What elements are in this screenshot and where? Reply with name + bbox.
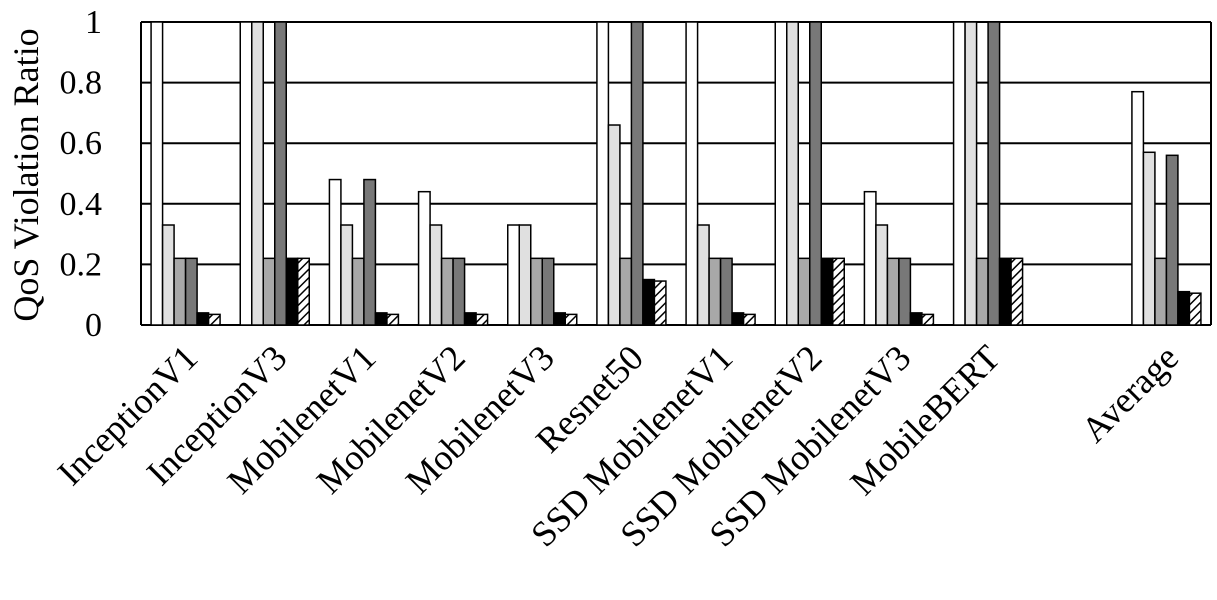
bar bbox=[553, 312, 566, 326]
category-labels: InceptionV1InceptionV3MobilenetV1Mobilen… bbox=[50, 337, 1186, 554]
bar bbox=[351, 257, 365, 326]
bar bbox=[429, 224, 443, 326]
y-tick-label: 0.6 bbox=[60, 125, 103, 162]
gridlines bbox=[141, 21, 1211, 326]
bar bbox=[417, 190, 431, 326]
bar bbox=[809, 21, 822, 326]
bar bbox=[820, 257, 834, 326]
bar bbox=[863, 190, 877, 326]
bar bbox=[719, 257, 733, 326]
bar bbox=[297, 257, 310, 326]
y-axis-label: QoS Violation Ratio bbox=[6, 28, 46, 321]
bar bbox=[886, 257, 900, 326]
bar bbox=[274, 21, 287, 326]
bar bbox=[619, 257, 633, 326]
bar bbox=[239, 21, 253, 326]
bar bbox=[952, 21, 966, 326]
bar bbox=[998, 257, 1012, 326]
bar bbox=[207, 313, 221, 326]
bar bbox=[1188, 292, 1202, 326]
bar bbox=[1177, 290, 1191, 326]
bar bbox=[196, 312, 210, 326]
bar bbox=[1165, 154, 1179, 326]
bar bbox=[607, 124, 621, 326]
bar bbox=[374, 312, 388, 326]
bar bbox=[685, 21, 699, 326]
bar bbox=[340, 224, 354, 326]
bar bbox=[251, 21, 264, 326]
bar bbox=[161, 224, 175, 326]
bar bbox=[150, 21, 164, 326]
bar bbox=[1010, 257, 1024, 326]
bar bbox=[832, 257, 845, 326]
bar bbox=[975, 257, 989, 326]
y-tick-label: 1 bbox=[85, 4, 102, 41]
bar bbox=[630, 21, 644, 326]
plot-frame bbox=[140, 22, 1212, 325]
category-label: Average bbox=[1073, 337, 1186, 450]
y-tick-label: 0 bbox=[85, 307, 102, 344]
bar bbox=[797, 257, 811, 326]
bar bbox=[440, 257, 454, 326]
bar bbox=[507, 224, 520, 326]
bar bbox=[518, 224, 532, 326]
bar bbox=[363, 178, 377, 326]
bar bbox=[708, 257, 722, 326]
bar bbox=[328, 178, 342, 326]
bar bbox=[1131, 90, 1145, 326]
bar bbox=[541, 257, 555, 326]
bar bbox=[1154, 257, 1168, 326]
bar bbox=[463, 312, 477, 326]
bar bbox=[386, 313, 400, 326]
bar bbox=[596, 21, 610, 326]
y-tick-label: 0.8 bbox=[60, 65, 103, 102]
y-tick-label: 0.2 bbox=[60, 246, 103, 283]
bar bbox=[987, 21, 1001, 326]
bar bbox=[173, 257, 187, 326]
bar bbox=[921, 313, 935, 326]
bar bbox=[875, 224, 889, 326]
bar bbox=[285, 257, 299, 326]
bar bbox=[731, 312, 745, 326]
bar bbox=[786, 21, 799, 326]
bar-group bbox=[150, 21, 1202, 326]
bar bbox=[184, 257, 198, 326]
bar bbox=[1142, 151, 1156, 326]
bar bbox=[742, 313, 756, 326]
bar bbox=[653, 280, 667, 326]
bar bbox=[530, 257, 543, 326]
bar bbox=[452, 257, 466, 326]
bar bbox=[696, 224, 710, 326]
bar bbox=[964, 21, 978, 326]
bar bbox=[898, 257, 912, 326]
bar bbox=[564, 313, 578, 326]
y-tick-label: 0.4 bbox=[60, 186, 103, 223]
y-tick-labels: 0 0.2 0.4 0.6 0.8 1 bbox=[60, 4, 103, 344]
bar bbox=[642, 278, 656, 326]
bar bbox=[475, 313, 489, 326]
bar bbox=[774, 21, 788, 326]
bar bbox=[909, 312, 923, 326]
bar bbox=[262, 257, 276, 326]
